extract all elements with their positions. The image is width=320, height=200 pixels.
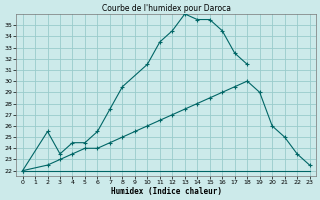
Title: Courbe de l'humidex pour Daroca: Courbe de l'humidex pour Daroca [101,4,231,13]
X-axis label: Humidex (Indice chaleur): Humidex (Indice chaleur) [111,187,221,196]
